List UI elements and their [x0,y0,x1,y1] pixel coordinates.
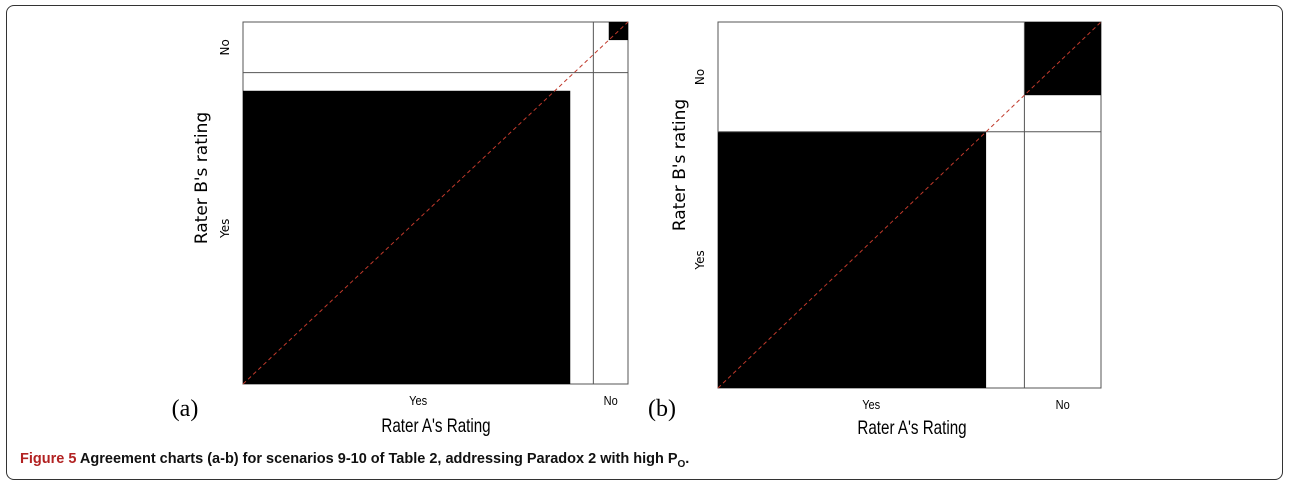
y-tick-label: Yes [693,250,707,270]
x-tick-label: No [604,393,618,408]
caption-text: Agreement charts (a-b) for scenarios 9-1… [79,451,678,467]
x-axis-label: Rater A's Rating [381,414,490,436]
figure-caption: Figure 5 Agreement charts (a-b) for scen… [20,451,689,470]
x-tick-label: No [1056,397,1070,412]
y-tick-label: Yes [218,219,232,239]
y-tick-label: No [693,69,707,85]
panel-label: (a) [172,396,199,422]
x-axis-label: Rater A's Rating [857,416,966,438]
caption-end: . [685,451,690,467]
agreement-cell-yes [243,90,571,384]
y-axis-label: Rater B's rating [670,99,690,231]
y-axis-label: Rater B's rating [192,112,212,244]
agreement-chart-a: Yes No Rater A's Rating Yes No Rater B's rati… [172,21,629,436]
diagonal-line [717,21,1102,389]
y-tick-label: No [218,39,232,55]
caption-label: Figure 5 [20,451,77,467]
caption-subscript: O [677,458,686,470]
x-tick-label: Yes [862,397,880,412]
panel-label: (b) [648,396,676,422]
x-tick-label: Yes [409,393,427,408]
